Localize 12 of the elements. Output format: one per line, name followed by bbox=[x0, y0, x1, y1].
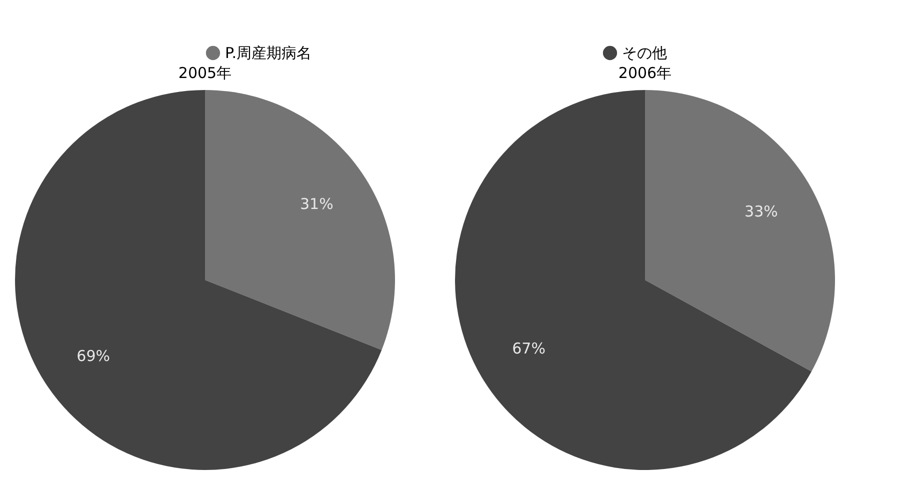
text: 2005年 bbox=[178, 64, 232, 82]
data-label: 33% bbox=[744, 202, 778, 220]
data-label: 67% bbox=[512, 340, 546, 358]
legend-label: P.周産期病名 bbox=[225, 44, 312, 62]
chart-title: 2006年 bbox=[618, 64, 672, 82]
pie-slice bbox=[15, 90, 382, 470]
legend-label: その他 bbox=[622, 44, 667, 62]
pie-slice bbox=[205, 90, 395, 350]
pie-slice bbox=[455, 90, 812, 470]
data-label: 69% bbox=[76, 346, 110, 365]
data-label: 31% bbox=[300, 195, 334, 214]
pie-slice bbox=[645, 90, 835, 372]
